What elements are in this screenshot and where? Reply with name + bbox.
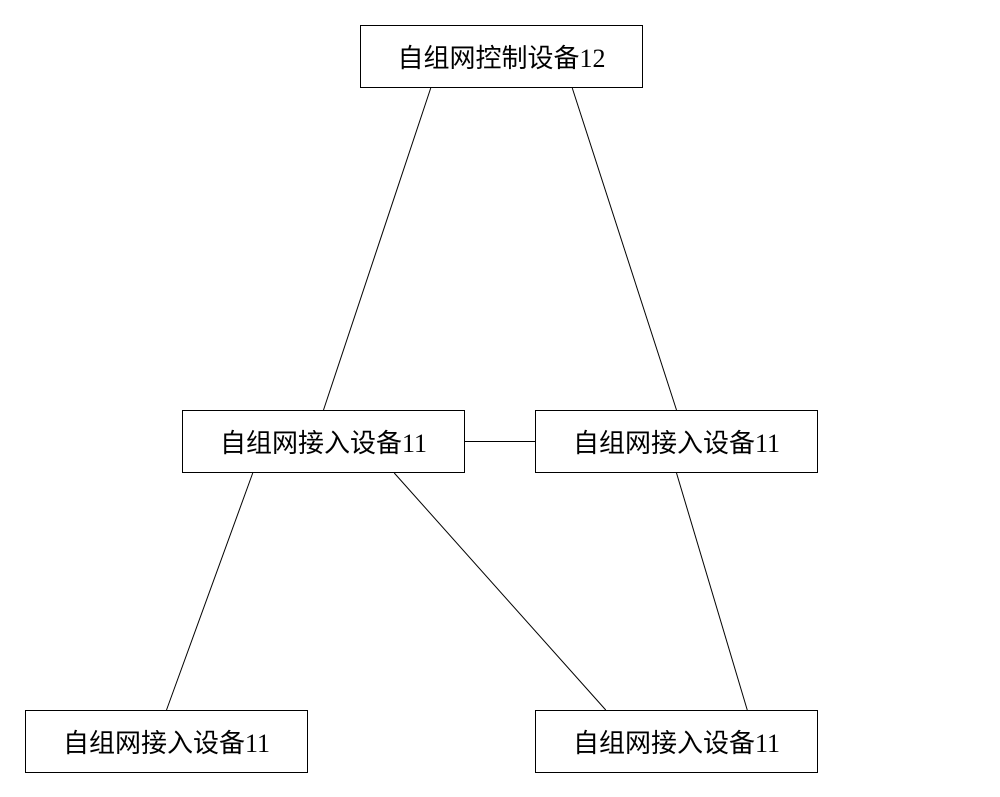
diagram-edges bbox=[0, 0, 1000, 797]
diagram-node: 自组网接入设备11 bbox=[535, 710, 818, 773]
diagram-edge bbox=[677, 473, 748, 710]
diagram-node-label: 自组网接入设备11 bbox=[573, 723, 780, 760]
diagram-edge bbox=[572, 88, 676, 410]
diagram-edge bbox=[394, 473, 606, 710]
diagram-edge bbox=[167, 473, 253, 710]
diagram-node-label: 自组网接入设备11 bbox=[573, 423, 780, 460]
diagram-node: 自组网控制设备12 bbox=[360, 25, 643, 88]
diagram-node-label: 自组网接入设备11 bbox=[63, 723, 270, 760]
diagram-node: 自组网接入设备11 bbox=[25, 710, 308, 773]
diagram-node-label: 自组网接入设备11 bbox=[220, 423, 427, 460]
diagram-node: 自组网接入设备11 bbox=[535, 410, 818, 473]
diagram-node: 自组网接入设备11 bbox=[182, 410, 465, 473]
diagram-edge bbox=[324, 88, 431, 410]
diagram-node-label: 自组网控制设备12 bbox=[397, 38, 605, 75]
